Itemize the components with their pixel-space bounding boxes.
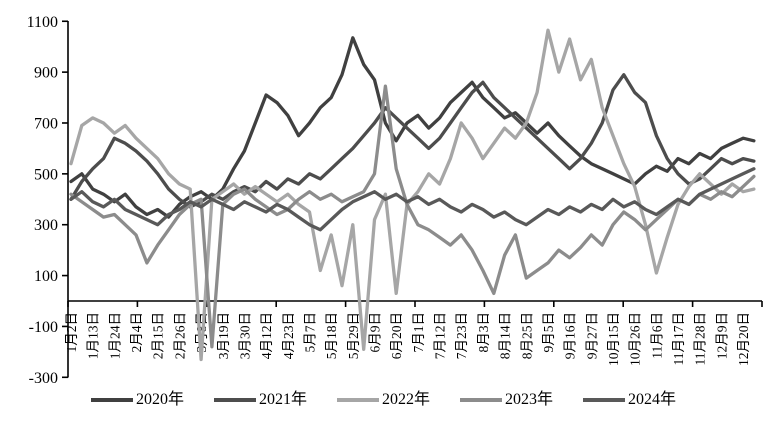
legend-item-2020: 2020年 [90, 391, 184, 408]
x-axis-category-label: 6月20日 [389, 312, 404, 359]
x-axis-category-label: 5月18日 [324, 312, 339, 359]
legend-line-swatch [583, 398, 626, 402]
x-axis-category-label: 8月3日 [476, 312, 491, 353]
x-axis-category-label: 8月14日 [498, 312, 513, 359]
x-axis-category-label: 2月26日 [172, 312, 187, 359]
legend-label: 2020年 [135, 391, 184, 408]
legend-label: 2023年 [505, 391, 554, 408]
legend-line-swatch [460, 398, 502, 402]
y-axis-tick-label: -300 [29, 370, 58, 387]
legend-label: 2024年 [628, 391, 677, 408]
chart-legend: 2020年 2021年 2022年 2023年 2024年 [0, 392, 767, 408]
x-axis-category-label: 9月5日 [541, 312, 556, 353]
x-axis-category-label: 6月9日 [368, 312, 383, 353]
x-axis-category-label: 8月25日 [519, 312, 534, 359]
series-line-2021 [69, 73, 756, 209]
x-axis-category-label: 1月24日 [107, 312, 122, 359]
x-axis-category-label: 11月28日 [693, 312, 708, 366]
x-axis-category-label: 3月19日 [216, 312, 231, 359]
x-axis-category-label: 7月12日 [433, 312, 448, 359]
x-axis-category-label: 12月20日 [736, 312, 751, 366]
y-axis-tick-label: -100 [29, 319, 58, 336]
series-line-2020 [69, 36, 756, 219]
y-axis-tick-label: 700 [34, 115, 58, 132]
x-axis-category-label: 9月16日 [563, 312, 578, 359]
x-axis-category-label: 11月6日 [649, 312, 664, 359]
legend-line-swatch [213, 398, 256, 402]
legend-item-2024: 2024年 [583, 392, 676, 408]
legend-line-swatch [336, 398, 379, 402]
x-axis-category-label: 10月15日 [606, 312, 621, 366]
x-axis-category-label: 4月23日 [281, 312, 296, 359]
y-axis-tick-label: 900 [34, 65, 58, 82]
x-axis-category-label: 7月1日 [411, 312, 426, 353]
y-axis-tick-label: 1100 [27, 14, 58, 31]
x-axis-category-label: 9月27日 [584, 312, 599, 359]
series-line-2023 [69, 84, 756, 349]
x-axis-category-label: 3月30日 [237, 312, 252, 359]
x-axis-category-label: 10月26日 [628, 312, 643, 366]
x-axis-category-label: 1月2日 [64, 312, 79, 353]
legend-item-2021: 2021年 [213, 391, 307, 408]
y-axis-tick-label: 300 [34, 217, 58, 234]
legend-item-2022: 2022年 [336, 391, 430, 408]
y-axis-tick-label: 500 [34, 166, 58, 183]
legend-item-2023: 2023年 [460, 392, 553, 408]
legend-label: 2021年 [258, 391, 307, 408]
legend-line-swatch [90, 398, 133, 402]
x-axis-category-label: 5月7日 [302, 312, 317, 353]
x-axis-category-label: 2月4日 [129, 312, 144, 353]
series-line-2024 [69, 167, 756, 232]
y-axis-tick-label: 100 [34, 268, 58, 285]
x-axis-category-label: 5月29日 [346, 312, 361, 359]
x-axis-category-label: 4月12日 [259, 312, 274, 359]
x-axis-category-label: 7月23日 [454, 312, 469, 359]
legend-label: 2022年 [381, 391, 430, 408]
x-axis-category-label: 11月17日 [671, 312, 686, 366]
x-axis-category-label: 2月15日 [151, 312, 166, 359]
x-axis-category-label: 1月13日 [86, 312, 101, 359]
x-axis-category-label: 12月9日 [714, 312, 729, 359]
